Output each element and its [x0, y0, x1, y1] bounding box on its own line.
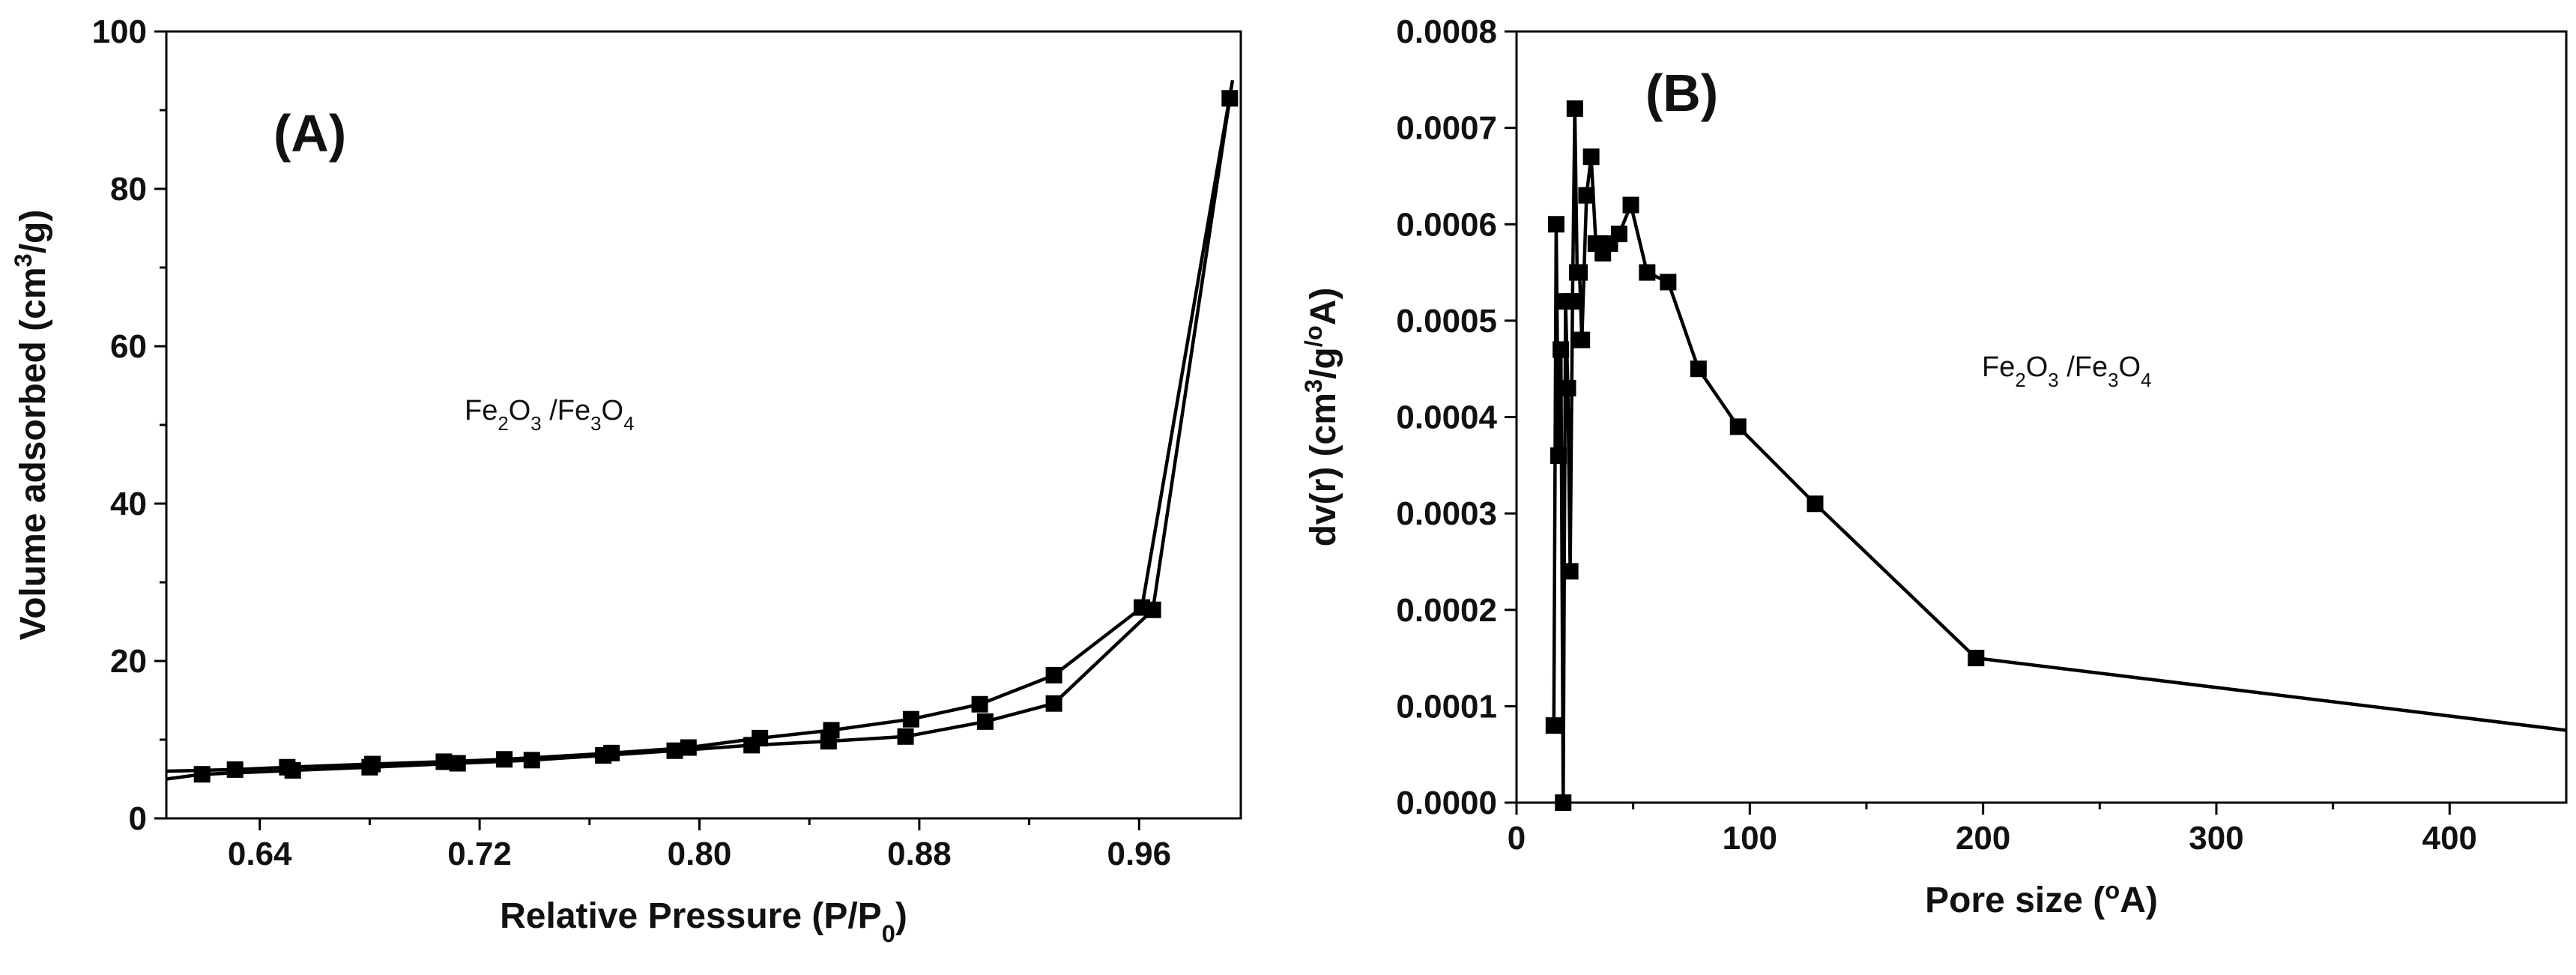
- x-tick-label: 0.80: [668, 836, 732, 872]
- series-line-adsorption: [166, 97, 1232, 781]
- panel-a: 0.64 0.72 0.80 0.88 0.96 0 20 40 60 80 100 Relative…: [9, 13, 1242, 947]
- data-point: [226, 761, 244, 778]
- data-point: [1564, 293, 1581, 310]
- data-point: [1729, 418, 1747, 435]
- data-point: [1555, 794, 1572, 811]
- y-tick-label: 60: [110, 328, 147, 365]
- x-tick-label: 0.88: [887, 836, 952, 872]
- panel-label: (B): [1645, 64, 1718, 122]
- x-tick-label: 0.64: [228, 836, 292, 872]
- y-tick-label: 0.0005: [1396, 303, 1497, 339]
- data-point: [976, 713, 994, 730]
- data-point: [1561, 563, 1579, 580]
- material-annotation: Fe2O3 /Fe3O4: [465, 395, 634, 435]
- data-point: [1622, 196, 1639, 214]
- y-tick-label: 80: [110, 171, 147, 208]
- x-tick-label: 0.96: [1107, 836, 1171, 872]
- x-tick-label: 100: [1723, 820, 1777, 857]
- data-point: [971, 695, 988, 713]
- data-point: [1660, 274, 1677, 291]
- data-point: [1559, 379, 1576, 396]
- y-tick-label: 20: [110, 643, 147, 680]
- data-point: [1133, 599, 1150, 616]
- y-tick-label: 0: [129, 800, 147, 837]
- data-point: [752, 729, 769, 746]
- data-point: [1968, 650, 1985, 667]
- data-point: [496, 751, 513, 768]
- data-point: [523, 752, 540, 769]
- data-point: [902, 710, 919, 728]
- data-point: [897, 728, 914, 745]
- data-point: [435, 753, 453, 770]
- data-point: [364, 755, 381, 773]
- data-point: [1045, 666, 1062, 683]
- data-point: [1582, 148, 1600, 166]
- y-tick-label: 0.0000: [1396, 785, 1497, 821]
- x-tick-label: 0: [1508, 820, 1526, 857]
- data-point: [1610, 226, 1627, 243]
- material-annotation: Fe2O3 /Fe3O4: [1982, 351, 2151, 391]
- x-tick-label: 200: [1956, 820, 2010, 857]
- x-tick-label: 300: [2189, 820, 2243, 857]
- y-tick-label: 0.0008: [1396, 13, 1497, 50]
- data-point: [1045, 695, 1062, 712]
- data-point: [603, 744, 620, 761]
- data-point: [279, 758, 296, 776]
- y-tick-label: 0.0002: [1396, 592, 1497, 629]
- data-point: [1578, 187, 1595, 204]
- y-axis-label: Volume adsorbed (cm3/g): [9, 210, 54, 641]
- data-point: [1639, 264, 1656, 281]
- data-point: [449, 755, 466, 772]
- series-line-pore-size-distribution: [1552, 106, 2567, 805]
- data-point: [1806, 495, 1824, 513]
- data-point: [1550, 447, 1567, 464]
- y-tick-label: 0.0001: [1396, 688, 1497, 725]
- data-point: [823, 722, 840, 739]
- y-tick-label: 40: [110, 486, 147, 522]
- y-tick-label: 0.0006: [1396, 206, 1497, 243]
- data-point: [1690, 360, 1707, 378]
- x-tick-label: 0.72: [447, 836, 512, 872]
- y-tick-label: 100: [92, 13, 147, 50]
- plot-frame: [1515, 30, 2568, 804]
- y-tick-label: 0.0004: [1396, 399, 1497, 436]
- data-point: [1547, 216, 1564, 233]
- data-point: [680, 739, 697, 756]
- data-point: [1573, 331, 1591, 348]
- panel-b: 0 100 200 300 400 0.0000 0.0001 0.0002 0.0003 0.0…: [1299, 13, 2568, 921]
- x-axis-label: Pore size (oA): [1925, 876, 2158, 921]
- x-axis-label: Relative Pressure (P/P0): [500, 896, 907, 947]
- x-tick-label: 400: [2422, 820, 2477, 857]
- panel-label: (A): [273, 104, 346, 163]
- y-axis-label: dv(r) (cm3/g/oA): [1299, 288, 1344, 547]
- data-point: [1545, 717, 1562, 734]
- data-point: [1552, 341, 1570, 358]
- data-point: [1566, 100, 1583, 117]
- y-tick-label: 0.0007: [1396, 110, 1497, 147]
- y-tick-label: 0.0003: [1396, 495, 1497, 532]
- data-point: [1571, 264, 1588, 281]
- series-line-desorption: [166, 79, 1235, 773]
